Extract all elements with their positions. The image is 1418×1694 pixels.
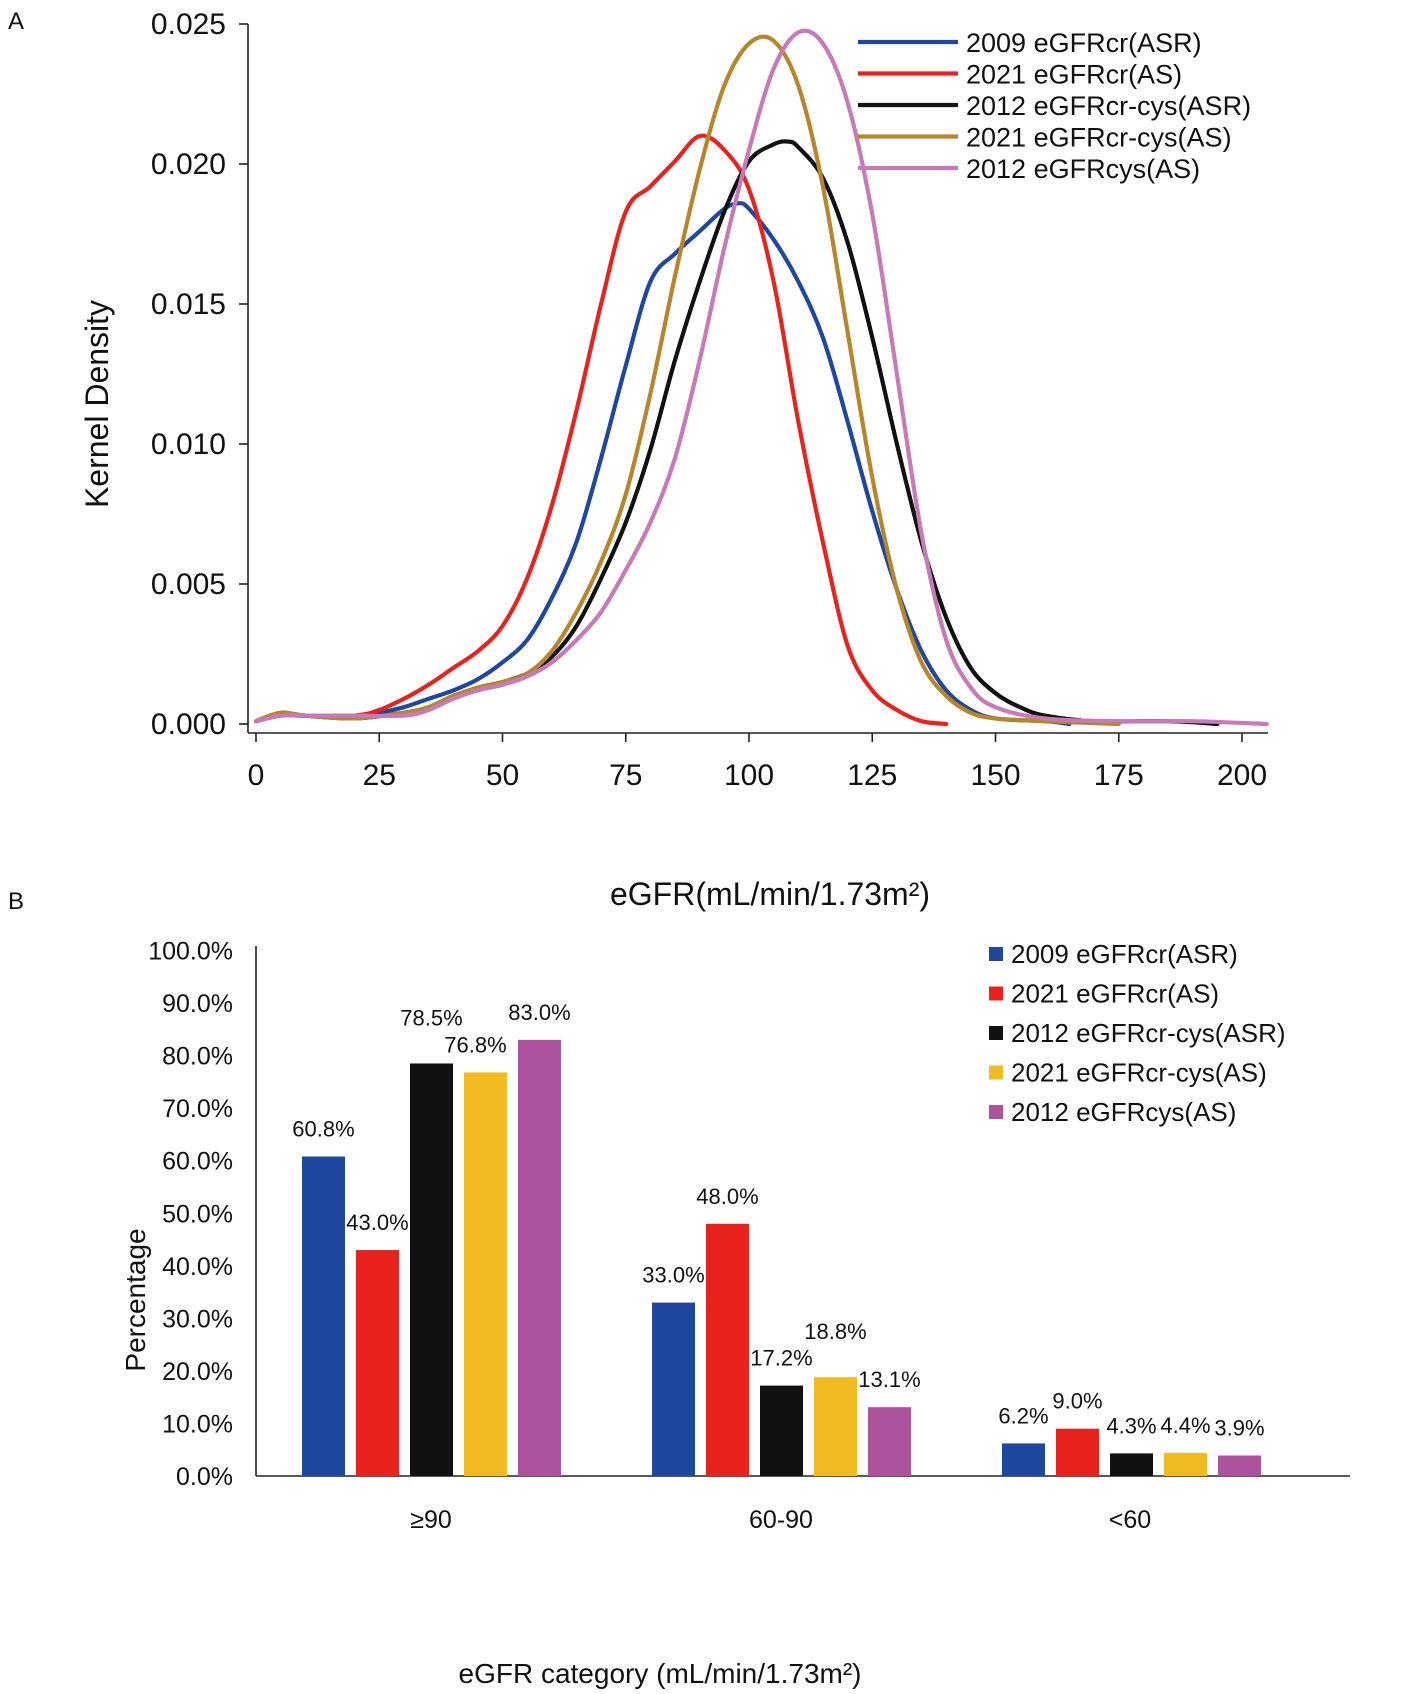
bar-2021-egfrcr-cys-as-0	[464, 1072, 507, 1476]
panel-b-label: B	[8, 888, 25, 915]
chart-a-y-tick-label: 0.025	[151, 8, 226, 41]
kernel-density-chart: 0.000 0.005 0.010 0.015 0.020 0.025 0 25 50 75 100…	[79, 8, 1269, 912]
chart-b-y-tick-label: 30.0%	[162, 1305, 233, 1333]
legend-b-label-2012-egfrcys-as: 2012 eGFRcys(AS)	[1011, 1097, 1236, 1127]
egfr-category-bar-chart: 0.0% 10.0% 20.0% 30.0% 40.0% 50.0% 60.0% 70.0% 8…	[120, 938, 1350, 1689]
chart-b-y-tick-label: 60.0%	[162, 1148, 233, 1176]
bar-value-label: 3.9%	[1214, 1416, 1264, 1441]
bar-2012-egfrcr-cys-asr-2	[1110, 1453, 1153, 1476]
bar-value-label: 13.1%	[858, 1367, 920, 1392]
bar-value-label: 48.0%	[696, 1184, 758, 1209]
bar-value-label: 6.2%	[998, 1403, 1048, 1428]
chart-b-y-tick-label: 0.0%	[176, 1463, 233, 1491]
bar-value-label: 4.4%	[1160, 1413, 1210, 1438]
chart-a-x-tick-label: 150	[970, 759, 1020, 792]
chart-a-y-tick-label: 0.015	[151, 288, 226, 321]
legend-b-label-2009-egfrcr-asr: 2009 eGFRcr(ASR)	[1011, 939, 1238, 969]
chart-b-y-tick-label: 20.0%	[162, 1358, 233, 1386]
chart-b-category-label: ≥90	[410, 1506, 452, 1534]
chart-b-category-label: <60	[1109, 1506, 1151, 1534]
bar-value-label: 9.0%	[1052, 1389, 1102, 1414]
chart-a-y-tick-label: 0.000	[151, 708, 226, 741]
legend-a-label-2021-egfrcr-as: 2021 eGFRcr(AS)	[966, 60, 1182, 90]
chart-b-y-tick-label: 10.0%	[162, 1410, 233, 1438]
legend-a-label-2012-egfrcys-as: 2012 eGFRcys(AS)	[966, 154, 1200, 184]
bar-2012-egfrcys-as-1	[868, 1407, 911, 1476]
density-curve-2021-egfrcr-cys-as	[253, 34, 1121, 727]
bar-2012-egfrcys-as-2	[1218, 1455, 1261, 1476]
chart-a-x-tick-label: 25	[363, 759, 396, 792]
density-curve-2009-egfrcr-asr	[253, 201, 1072, 727]
chart-a-x-tick-label: 200	[1217, 759, 1267, 792]
bar-value-label: 17.2%	[750, 1346, 812, 1371]
chart-b-y-tick-label: 80.0%	[162, 1043, 233, 1071]
chart-a-x-axis-title: eGFR(mL/min/1.73m²)	[610, 876, 930, 912]
legend-a-label-2021-egfrcr-cys-as: 2021 eGFRcr-cys(AS)	[966, 123, 1232, 153]
chart-a-x-tick-label: 0	[248, 759, 265, 792]
bar-value-label: 33.0%	[642, 1263, 704, 1288]
chart-a-x-tick-label: 100	[724, 759, 774, 792]
legend-a-label-2012-egfrcr-cys-asr: 2012 eGFRcr-cys(ASR)	[966, 91, 1251, 121]
bar-2021-egfrcr-cys-as-1	[814, 1377, 857, 1476]
legend-b-label-2021-egfrcr-as: 2021 eGFRcr(AS)	[1011, 979, 1219, 1009]
bar-value-label: 43.0%	[346, 1210, 408, 1235]
bar-2021-egfrcr-as-2	[1056, 1428, 1099, 1476]
bar-2021-egfrcr-cys-as-2	[1164, 1452, 1207, 1476]
chart-a-x-tick-label: 125	[847, 759, 897, 792]
density-curve-2021-egfrcr-as	[253, 133, 949, 727]
legend-b-swatch-2021-egfrcr-cys-as	[989, 1065, 1003, 1080]
bar-2012-egfrcr-cys-asr-0	[410, 1063, 453, 1476]
bar-2012-egfrcr-cys-asr-1	[760, 1385, 803, 1476]
bar-value-label: 60.8%	[292, 1116, 354, 1141]
chart-a-x-tick-label: 75	[609, 759, 642, 792]
legend-b-label-2012-egfrcr-cys-asr: 2012 eGFRcr-cys(ASR)	[1011, 1018, 1286, 1048]
bar-value-label: 83.0%	[508, 1000, 570, 1025]
bar-value-label: 78.5%	[400, 1005, 462, 1030]
panel-a-label: A	[8, 8, 25, 35]
chart-b-y-tick-label: 100.0%	[148, 938, 233, 966]
bar-2009-egfrcr-asr-2	[1002, 1443, 1045, 1476]
bar-2012-egfrcys-as-0	[518, 1039, 561, 1476]
chart-a-x-tick-label: 50	[486, 759, 519, 792]
chart-b-category-label: 60-90	[749, 1506, 813, 1534]
bar-value-label: 18.8%	[804, 1319, 866, 1344]
legend-a-label-2009-egfrcr-asr: 2009 eGFRcr(ASR)	[966, 28, 1202, 58]
chart-a-x-tick-label: 175	[1094, 759, 1144, 792]
bar-2009-egfrcr-asr-1	[652, 1302, 695, 1476]
legend-b-swatch-2009-egfrcr-asr	[989, 947, 1003, 961]
bar-2009-egfrcr-asr-0	[302, 1156, 345, 1476]
density-curve-2012-egfrcr-cys-asr	[253, 139, 1220, 727]
bar-value-label: 4.3%	[1106, 1413, 1156, 1438]
chart-a-y-axis-title: Kernel Density	[79, 300, 115, 508]
density-curve-2012-egfrcys-as	[253, 28, 1269, 727]
chart-b-y-tick-label: 40.0%	[162, 1253, 233, 1281]
chart-a-y-tick-label: 0.010	[151, 428, 226, 461]
legend-b-swatch-2012-egfrcr-cys-asr	[989, 1026, 1003, 1040]
chart-b-y-axis-title: Percentage	[120, 1228, 151, 1371]
legend-b-label-2021-egfrcr-cys-as: 2021 eGFRcr-cys(AS)	[1011, 1058, 1267, 1088]
bar-value-label: 76.8%	[444, 1032, 506, 1057]
chart-a-y-tick-label: 0.005	[151, 568, 226, 601]
chart-a-y-tick-label: 0.020	[151, 148, 226, 181]
legend-b-swatch-2012-egfrcys-as	[989, 1105, 1003, 1119]
bar-2021-egfrcr-as-0	[356, 1250, 399, 1476]
legend-b-swatch-2021-egfrcr-as	[989, 986, 1003, 1001]
chart-b-x-axis-title: eGFR category (mL/min/1.73m²)	[459, 1658, 862, 1689]
chart-b-y-tick-label: 90.0%	[162, 990, 233, 1018]
chart-b-y-tick-label: 50.0%	[162, 1200, 233, 1228]
bar-2021-egfrcr-as-1	[706, 1223, 749, 1476]
chart-b-y-tick-label: 70.0%	[162, 1095, 233, 1123]
